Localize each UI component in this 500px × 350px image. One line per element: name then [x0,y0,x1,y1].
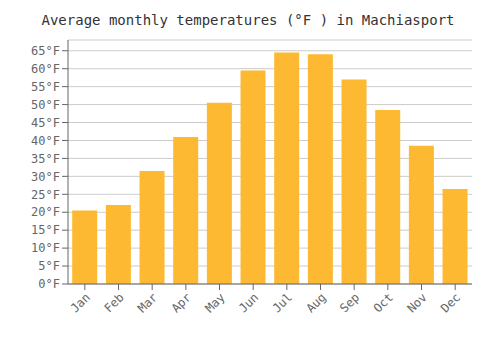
svg-text:0°F: 0°F [38,277,60,291]
svg-text:5°F: 5°F [38,259,60,273]
svg-text:65°F: 65°F [31,44,60,58]
svg-text:50°F: 50°F [31,98,60,112]
svg-text:Dec: Dec [438,290,463,315]
svg-text:30°F: 30°F [31,170,60,184]
svg-text:Jul: Jul [270,290,295,315]
svg-text:55°F: 55°F [31,80,60,94]
svg-text:Feb: Feb [101,290,126,315]
svg-text:Jun: Jun [236,290,261,315]
svg-text:35°F: 35°F [31,152,60,166]
svg-text:Mar: Mar [135,290,160,315]
svg-text:Jan: Jan [68,290,93,315]
svg-text:Aug: Aug [303,290,328,315]
html-text:Average monthly temperatures (: Average monthly temperatures (°F ) in Ma… [41,12,455,28]
svg-text:20°F: 20°F [31,205,60,219]
svg-text:45°F: 45°F [31,116,60,130]
svg-text:60°F: 60°F [31,62,60,76]
svg-text:40°F: 40°F [31,134,60,148]
svg-text:Nov: Nov [404,290,429,315]
svg-text:Sep: Sep [337,290,362,315]
svg-text:15°F: 15°F [31,223,60,237]
svg-text:Apr: Apr [169,290,194,315]
svg-text:May: May [202,290,227,315]
svg-text:10°F: 10°F [31,241,60,255]
svg-text:25°F: 25°F [31,188,60,202]
svg-text:Oct: Oct [371,290,396,315]
